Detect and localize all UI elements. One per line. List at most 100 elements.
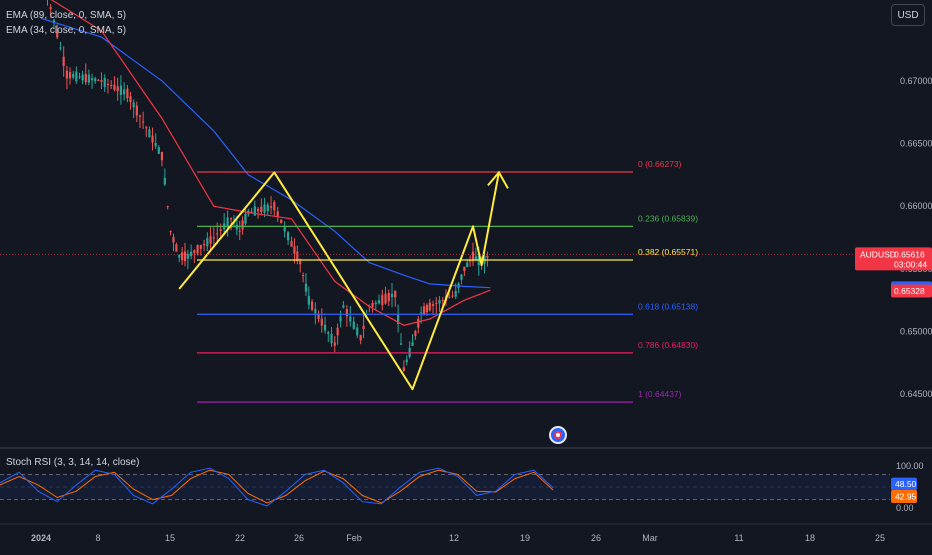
- candle-body: [138, 115, 142, 117]
- time-axis-label: Mar: [642, 533, 658, 543]
- candle-body: [97, 79, 100, 81]
- candle-body: [206, 238, 209, 247]
- stoch-tick-label: 0.00: [896, 503, 914, 513]
- candle-body: [52, 19, 56, 23]
- time-axis-label: 22: [235, 533, 245, 543]
- price-pattern[interactable]: [178, 170, 509, 391]
- candle-body: [178, 255, 181, 258]
- stoch-d-line: [0, 469, 554, 504]
- candle-body: [62, 56, 65, 66]
- candle-body: [451, 295, 454, 297]
- fib-level-label: 0.382 (0.65571): [638, 247, 698, 257]
- candle-body: [323, 324, 327, 331]
- fib-level-label: 0.618 (0.65138): [638, 301, 698, 311]
- candle-body: [154, 143, 157, 147]
- time-axis-label: 2024: [31, 533, 51, 543]
- candle-body: [238, 230, 241, 232]
- candle-body: [126, 88, 129, 99]
- candle-body: [390, 293, 394, 298]
- candle-body: [250, 211, 253, 213]
- candle-body: [49, 7, 52, 9]
- legend-ema34[interactable]: EMA (34, close, 0, SMA, 5): [6, 25, 127, 36]
- candle-body: [359, 335, 362, 341]
- candle-body: [320, 318, 323, 326]
- candle-body: [75, 71, 78, 82]
- candle-body: [256, 209, 260, 212]
- stoch-k-line: [0, 467, 554, 507]
- candle-body: [241, 220, 244, 230]
- candle-body: [65, 70, 69, 79]
- candle-body: [132, 102, 135, 108]
- candle-body: [425, 305, 429, 313]
- symbol-label: AUDUSD: [860, 249, 896, 259]
- time-axis[interactable]: 2024 8 15 22 26 Feb 12 19 26 Mar 11 18 25: [0, 523, 932, 543]
- time-axis-label: 26: [591, 533, 601, 543]
- currency-button[interactable]: USD: [891, 4, 925, 26]
- candle-body: [123, 89, 126, 95]
- stoch-value-badge: [891, 477, 917, 491]
- candle-body: [466, 262, 469, 267]
- candle-body: [175, 244, 178, 252]
- candle-body: [356, 327, 359, 336]
- candle-body: [169, 231, 172, 233]
- candle-body: [103, 77, 106, 88]
- candle-body: [317, 314, 320, 319]
- candle-body: [212, 237, 215, 239]
- candle-body: [345, 309, 348, 317]
- pattern-path: [178, 171, 500, 391]
- ema-89-line: [40, 17, 491, 289]
- candle-body: [94, 78, 97, 82]
- price-axis[interactable]: 0.670000.665000.660000.655000.650000.645…: [0, 76, 932, 399]
- candle-body: [160, 151, 164, 161]
- candle-body: [266, 204, 269, 212]
- candle-body: [441, 299, 444, 301]
- price-tick-label: 0.67000: [900, 76, 932, 86]
- candle-body: [199, 244, 202, 249]
- candle-body: [471, 251, 475, 262]
- last-price-badge: [855, 247, 932, 271]
- candle-body: [244, 213, 247, 224]
- time-axis-label: 19: [520, 533, 530, 543]
- candle-body: [209, 236, 212, 244]
- candle-body: [229, 218, 233, 220]
- price-tick-label: 0.64500: [900, 389, 932, 399]
- candle-body: [293, 246, 296, 254]
- candle-body: [381, 295, 384, 306]
- candle-body: [374, 302, 377, 305]
- candle-body: [486, 255, 489, 258]
- countdown-timer: 03:00:44: [894, 259, 927, 269]
- candle-body: [56, 32, 59, 38]
- candle-body: [135, 105, 138, 116]
- candle-body: [90, 78, 94, 81]
- candle-body: [327, 332, 330, 334]
- candle-body: [116, 86, 119, 92]
- economic-event-icon[interactable]: [549, 426, 567, 444]
- fib-retracement[interactable]: 0 (0.66273) 0.236 (0.65839) 0.382 (0.65571…: [197, 159, 698, 403]
- candle-body: [394, 290, 397, 298]
- candle-body: [287, 232, 290, 241]
- time-axis-label: 25: [875, 533, 885, 543]
- candle-body: [190, 251, 193, 257]
- candle-body: [460, 274, 463, 280]
- stoch-value-badge: [891, 489, 917, 503]
- candle-body: [151, 135, 154, 143]
- candle-body: [299, 261, 302, 265]
- candle-body: [463, 266, 466, 272]
- price-tick-label: 0.66000: [900, 201, 932, 211]
- candle-body: [474, 256, 477, 261]
- candle-body: [216, 233, 219, 235]
- legend-stoch-rsi[interactable]: Stoch RSI (3, 3, 14, 14, close): [6, 457, 140, 468]
- candle-body: [349, 316, 352, 322]
- stoch-value: 48.50: [895, 479, 917, 489]
- ema-price-value: 0.65328: [894, 286, 925, 296]
- candle-body: [420, 312, 423, 314]
- legend-ema89[interactable]: EMA (89, close, 0, SMA, 5): [6, 10, 127, 21]
- candle-body: [157, 147, 160, 154]
- price-tick-label: 0.65000: [900, 327, 932, 337]
- price-tick-label: 0.66500: [900, 139, 932, 149]
- fib-level-label: 0.786 (0.64830): [638, 340, 698, 350]
- ema-34-line: [50, 0, 491, 326]
